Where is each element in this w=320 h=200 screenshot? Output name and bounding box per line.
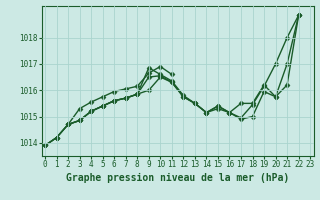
X-axis label: Graphe pression niveau de la mer (hPa): Graphe pression niveau de la mer (hPa) [66, 173, 289, 183]
